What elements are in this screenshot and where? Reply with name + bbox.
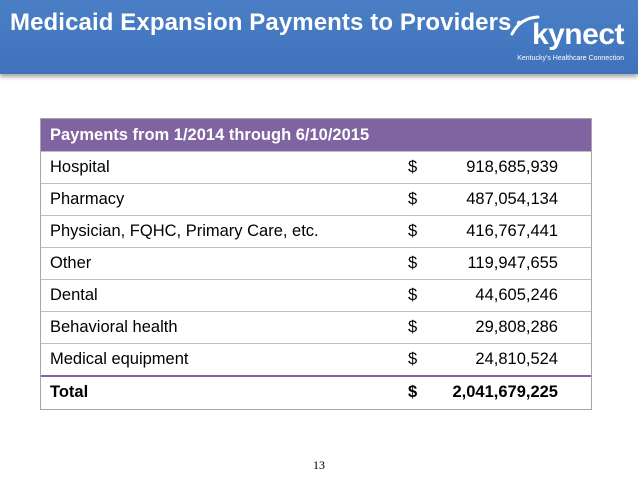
row-label: Behavioral health [50,318,178,336]
currency-symbol: $ [408,222,418,240]
row-label: Medical equipment [50,350,189,368]
currency-symbol: $ [408,190,418,208]
row-label: Physician, FQHC, Primary Care, etc. [50,222,319,240]
logo-wordmark: kynect [531,18,625,51]
slide-header: Medicaid Expansion Payments to Providers… [0,0,638,74]
currency-symbol: $ [408,318,418,336]
row-amount: 44,605,246 [475,286,558,304]
row-label: Hospital [50,158,110,176]
row-amount: 487,054,134 [466,190,558,208]
page-number: 13 [313,458,325,472]
table-row: Hospital $ 918,685,939 [41,151,591,183]
table-row: Other $ 119,947,655 [41,247,591,279]
currency-symbol: $ [408,383,418,401]
currency-symbol: $ [408,158,418,176]
table-row: Medical equipment $ 24,810,524 [41,343,591,375]
logo-swoosh-icon [510,15,540,36]
row-amount: 24,810,524 [475,350,558,368]
table-row: Behavioral health $ 29,808,286 [41,311,591,343]
total-label: Total [50,383,89,401]
slide-title: Medicaid Expansion Payments to Providers [10,9,512,36]
row-amount: 119,947,655 [467,254,558,272]
row-label: Dental [50,286,98,304]
payments-table: Payments from 1/2014 through 6/10/2015 H… [40,118,592,410]
row-label: Other [50,254,92,272]
table-row: Pharmacy $ 487,054,134 [41,183,591,215]
currency-symbol: $ [408,254,418,272]
currency-symbol: $ [408,350,418,368]
row-amount: 416,767,441 [466,222,558,240]
total-row: Total $ 2,041,679,225 [41,375,591,409]
table-row: Physician, FQHC, Primary Care, etc. $ 41… [41,215,591,247]
logo-tagline: Kentucky's Healthcare Connection [517,55,624,62]
row-amount: 918,685,939 [466,158,558,176]
row-amount: 29,808,286 [475,318,558,336]
currency-symbol: $ [408,286,418,304]
row-label: Pharmacy [50,190,125,208]
table-heading: Payments from 1/2014 through 6/10/2015 [41,119,591,151]
kynect-logo: kynect Kentucky's Healthcare Connection [504,12,628,68]
total-amount: 2,041,679,225 [452,383,558,401]
table-row: Dental $ 44,605,246 [41,279,591,311]
